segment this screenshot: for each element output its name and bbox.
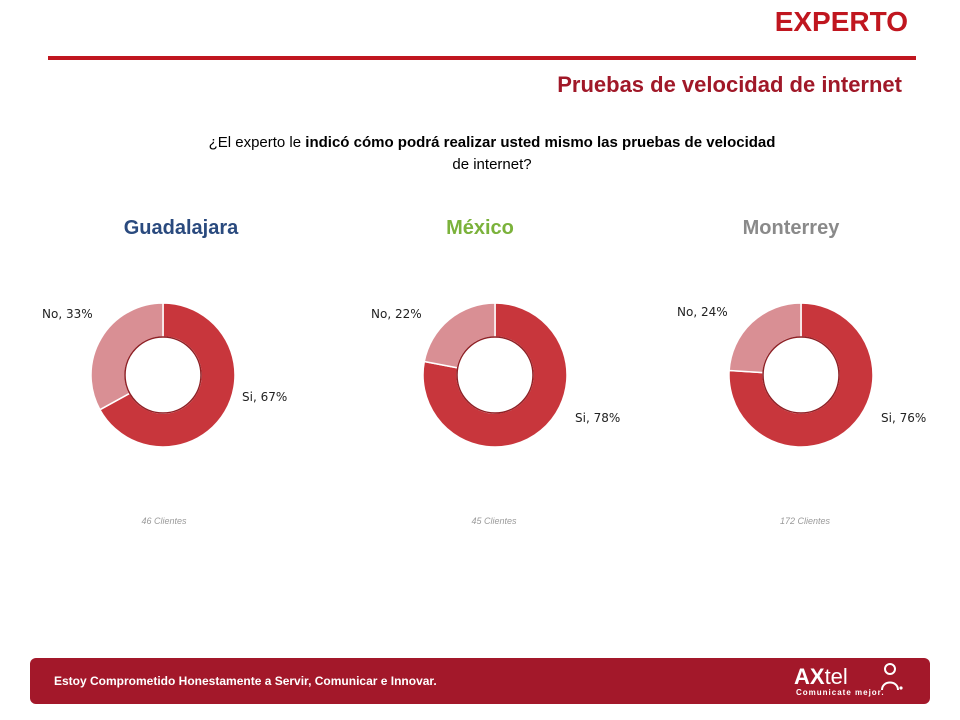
person-icon bbox=[881, 663, 903, 691]
footer-banner: Estoy Comprometido Honestamente a Servir… bbox=[30, 658, 930, 704]
client-count: 46 Clientes bbox=[141, 516, 187, 526]
question-tail: de internet? bbox=[452, 156, 532, 173]
axtel-logo: AXtel Comunicate mejor. bbox=[794, 662, 904, 700]
logo-tagline: Comunicate mejor. bbox=[796, 688, 885, 697]
slice-label-si: Si, 67% bbox=[242, 390, 288, 404]
logo-word-thin: tel bbox=[824, 664, 848, 689]
question-emphasis: indicó cómo podrá realizar usted mismo l… bbox=[305, 134, 776, 151]
chart-title-mexico: México bbox=[446, 217, 514, 239]
logo-word-bold: AX bbox=[794, 664, 825, 689]
footer-slogan: Estoy Comprometido Honestamente a Servir… bbox=[54, 674, 437, 688]
slice-label-no: No, 22% bbox=[371, 307, 422, 321]
chart-title-monterrey: Monterrey bbox=[742, 217, 840, 239]
donut-inner-rim bbox=[456, 336, 534, 414]
donut-inner-rim bbox=[124, 336, 202, 414]
question-lead: ¿El experto le bbox=[208, 134, 306, 151]
section-title: Pruebas de velocidad de internet bbox=[557, 72, 902, 97]
client-count: 172 Clientes bbox=[779, 516, 831, 526]
page-title: EXPERTO bbox=[774, 6, 908, 37]
donut-chart-mexico bbox=[422, 302, 568, 448]
donut-slice-no bbox=[423, 302, 496, 369]
slice-label-si: Si, 78% bbox=[575, 411, 621, 425]
title-divider bbox=[48, 56, 916, 60]
donut-slice-no bbox=[90, 302, 164, 411]
client-count: 45 Clientes bbox=[471, 516, 517, 526]
donut-chart-monterrey bbox=[728, 302, 874, 448]
slice-label-si: Si, 76% bbox=[881, 411, 927, 425]
survey-question: ¿El experto le indicó cómo podrá realiza… bbox=[120, 132, 864, 176]
donut-inner-rim bbox=[762, 336, 840, 414]
chart-title-guadalajara: Guadalajara bbox=[123, 217, 239, 239]
donut-chart-guadalajara bbox=[90, 302, 236, 448]
slice-label-no: No, 33% bbox=[42, 307, 93, 321]
logo-wordmark: AXtel bbox=[794, 664, 848, 690]
slice-label-no: No, 24% bbox=[677, 305, 728, 319]
